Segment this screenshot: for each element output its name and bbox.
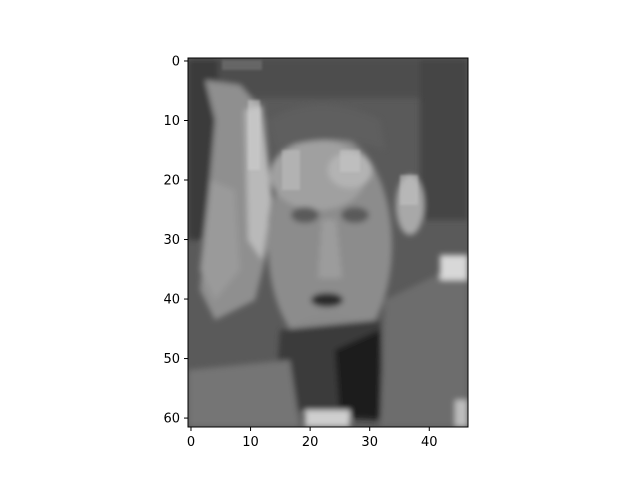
y-axis-ticks: 0 10 20 30 40 50 60 <box>163 54 188 427</box>
face-photo <box>188 58 468 427</box>
x-tick-label: 0 <box>187 435 195 450</box>
x-tick-label: 10 <box>242 435 259 450</box>
y-tick-label: 30 <box>163 233 180 248</box>
y-tick-label: 20 <box>163 174 180 189</box>
y-tick-label: 0 <box>172 54 180 69</box>
y-tick-label: 50 <box>163 352 180 367</box>
x-axis-ticks: 0 10 20 30 40 <box>187 427 438 450</box>
y-tick-label: 40 <box>163 293 180 308</box>
x-tick-label: 20 <box>302 435 319 450</box>
x-tick-label: 30 <box>361 435 378 450</box>
x-tick-label: 40 <box>421 435 438 450</box>
y-tick-label: 10 <box>163 114 180 129</box>
axes-frame <box>187 57 469 428</box>
y-tick-label: 60 <box>163 412 180 427</box>
